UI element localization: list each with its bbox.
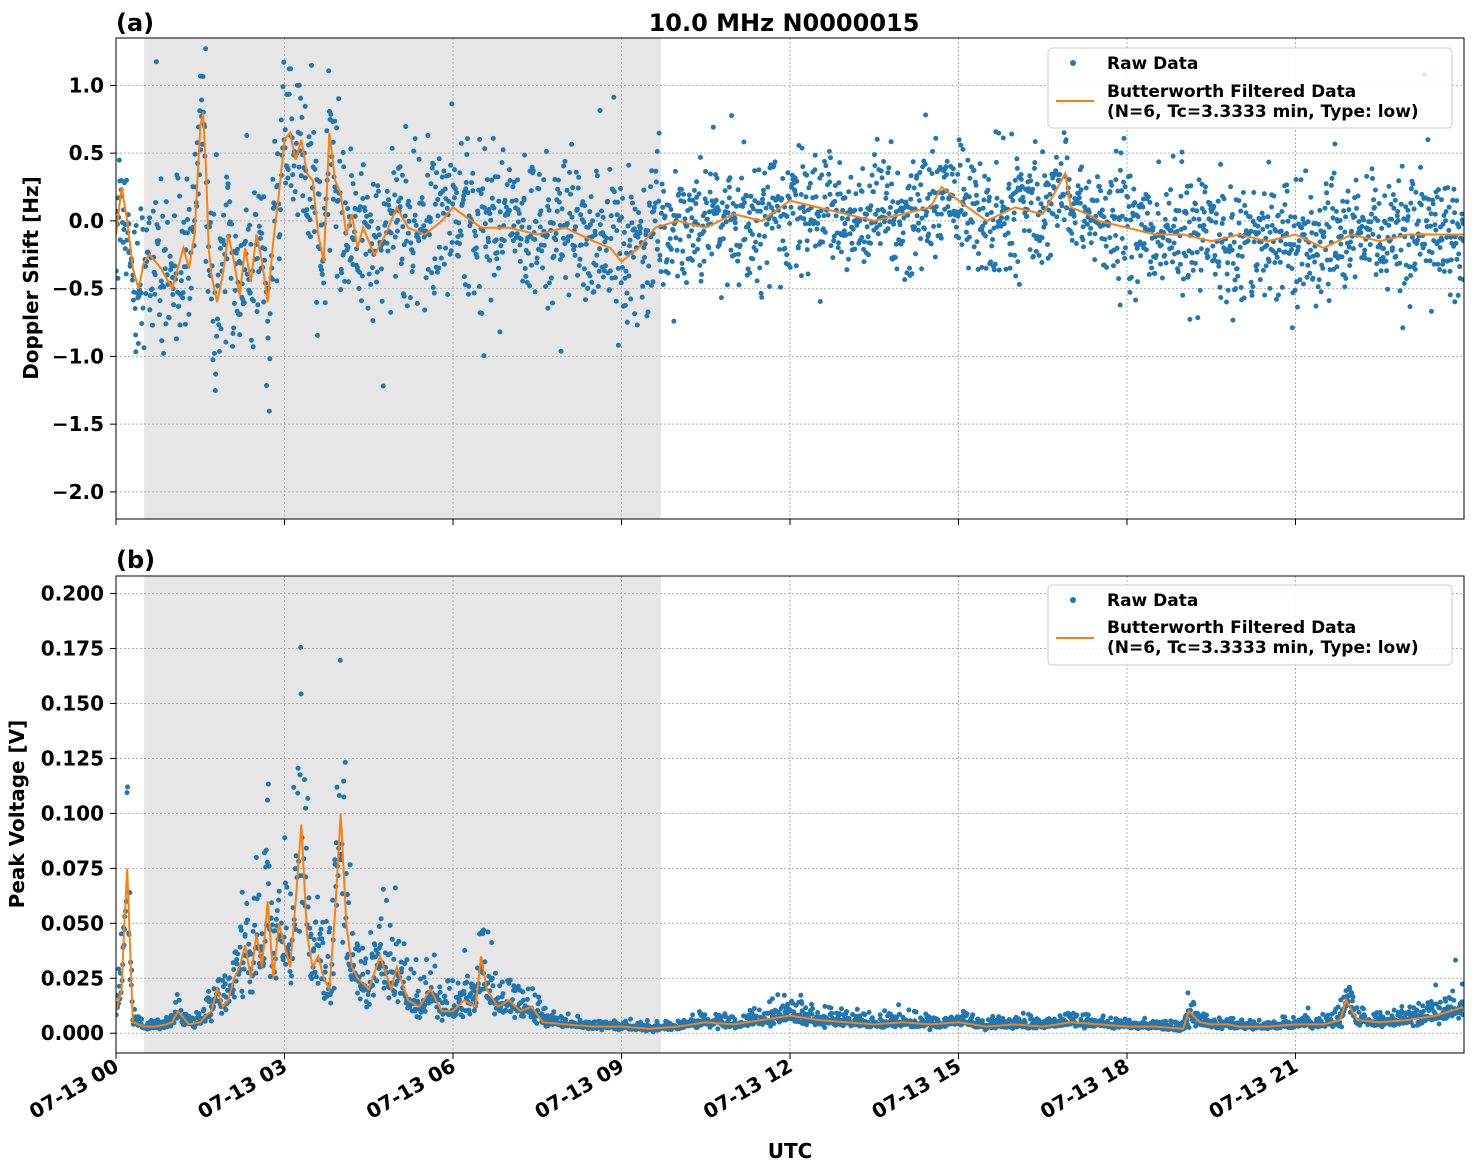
legend-filtered-label: Butterworth Filtered Data (1107, 82, 1356, 102)
panel-b-y-ticks: 0.200 0.175 0.150 0.125 0.100 0.075 0.050 0.025… (41, 582, 116, 1045)
y-tick-label: 1.0 (69, 73, 104, 97)
x-tick-label: 07-13 18 (1036, 1054, 1134, 1124)
legend-filtered-params: (N=6, Tc=3.3333 min, Type: low) (1107, 102, 1419, 122)
y-tick-label: 0.150 (41, 691, 104, 715)
panel-a-grid (116, 38, 1464, 519)
legend-raw-marker (1070, 60, 1076, 66)
panel-a-x-ticks (115, 519, 1296, 525)
legend-raw-label: Raw Data (1107, 591, 1198, 611)
y-tick-label: −1.0 (52, 344, 104, 368)
y-tick-label: 0.175 (41, 637, 104, 661)
y-tick-label: −1.5 (52, 412, 104, 436)
x-tick-label: 07-13 06 (362, 1054, 460, 1124)
panel-a-plot-area (116, 38, 1464, 519)
panel-b-x-ticks: 07-13 00 07-13 03 07-13 06 07-13 09 07-13 12… (25, 1053, 1302, 1124)
x-tick-label: 07-13 12 (699, 1054, 797, 1124)
y-tick-label: 0.075 (41, 856, 104, 880)
legend-filtered-label: Butterworth Filtered Data (1107, 618, 1356, 638)
legend-filtered-params: (N=6, Tc=3.3333 min, Type: low) (1107, 638, 1419, 658)
panel-a-ylabel: Doppler Shift [Hz] (19, 176, 43, 380)
panel-b-xlabel: UTC (768, 1139, 813, 1163)
x-tick-label: 07-13 15 (867, 1054, 965, 1124)
panel-b-legend: Raw Data Butterworth Filtered Data (N=6,… (1047, 584, 1453, 666)
panel-a-filtered-line (116, 112, 1464, 303)
panel-b: (b) Peak Voltage [V] 0.200 0.175 0.150 0.12… (5, 546, 1465, 1163)
panel-b-grid (116, 576, 1464, 1053)
x-tick-label: 07-13 09 (530, 1054, 628, 1124)
panel-a-y-ticks: 1.0 0.5 0.0 −0.5 −1.0 −1.5 −2.0 (52, 73, 116, 504)
legend-raw-label: Raw Data (1107, 54, 1198, 74)
panel-b-plot-area (116, 576, 1464, 1053)
y-tick-label: 0.050 (41, 911, 104, 935)
x-tick-label: 07-13 03 (193, 1054, 291, 1124)
y-tick-label: 0.125 (41, 746, 104, 770)
y-tick-label: 0.200 (41, 582, 104, 606)
y-tick-label: 0.0 (69, 209, 104, 233)
legend-raw-marker (1070, 597, 1076, 603)
x-tick-label: 07-13 21 (1204, 1054, 1302, 1124)
panel-b-filtered-line (116, 813, 1464, 1030)
panel-b-ylabel: Peak Voltage [V] (5, 720, 29, 909)
y-tick-label: −2.0 (52, 480, 104, 504)
panel-a: (a) 10.0 MHz N0000015 Doppler Shift [Hz]… (19, 9, 1465, 525)
figure-title: 10.0 MHz N0000015 (649, 9, 920, 37)
panel-a-legend: Raw Data Butterworth Filtered Data (N=6,… (1047, 47, 1453, 129)
x-tick-label: 07-13 00 (25, 1054, 123, 1124)
panel-a-label: (a) (116, 9, 154, 37)
panel-b-label: (b) (116, 546, 155, 574)
y-tick-label: 0.025 (41, 966, 104, 990)
y-tick-label: −0.5 (52, 277, 104, 301)
y-tick-label: 0.000 (41, 1021, 104, 1045)
y-tick-label: 0.5 (69, 141, 104, 165)
y-tick-label: 0.100 (41, 801, 104, 825)
